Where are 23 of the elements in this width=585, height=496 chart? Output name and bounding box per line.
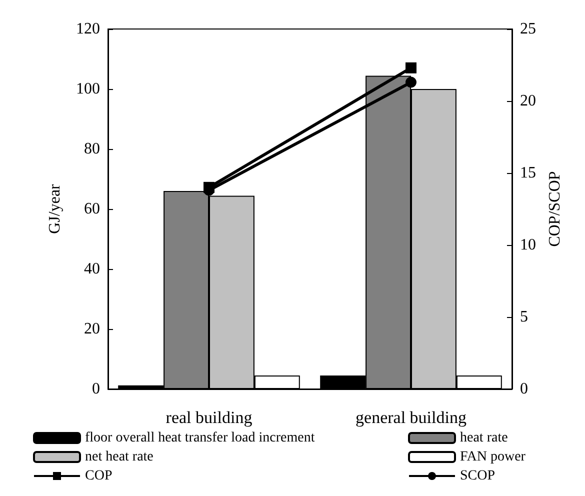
x-tick-label: general building bbox=[356, 408, 467, 427]
y-tick-label: 100 bbox=[76, 80, 100, 98]
y-tick-label: 0 bbox=[92, 380, 100, 398]
y2-tick-label: 5 bbox=[520, 308, 528, 326]
legend-label: COP bbox=[85, 468, 112, 484]
y-tick-label: 40 bbox=[84, 260, 100, 278]
y2-tick-label: 10 bbox=[520, 236, 536, 254]
y-tick-label: 80 bbox=[84, 140, 100, 158]
y-axis-title: GJ/year bbox=[46, 183, 64, 234]
y2-axis-title: COP/SCOP bbox=[546, 171, 564, 247]
y2-tick-label: 25 bbox=[520, 20, 536, 38]
y-tick-label: 60 bbox=[84, 200, 100, 218]
legend-label: FAN power bbox=[460, 450, 526, 464]
y2-tick-label: 0 bbox=[520, 380, 528, 398]
y2-tick-label: 20 bbox=[520, 92, 536, 110]
legend-label: SCOP bbox=[460, 468, 496, 484]
y2-tick-label: 15 bbox=[520, 164, 536, 182]
legend-label: heat rate bbox=[460, 430, 508, 446]
y-tick-label: 20 bbox=[84, 320, 100, 338]
legend-label: floor overall heat transfer load increment bbox=[85, 430, 315, 446]
x-tick-label: real building bbox=[166, 408, 253, 427]
legend-label: net heat rate bbox=[85, 450, 154, 464]
y-tick-label: 120 bbox=[76, 20, 100, 38]
